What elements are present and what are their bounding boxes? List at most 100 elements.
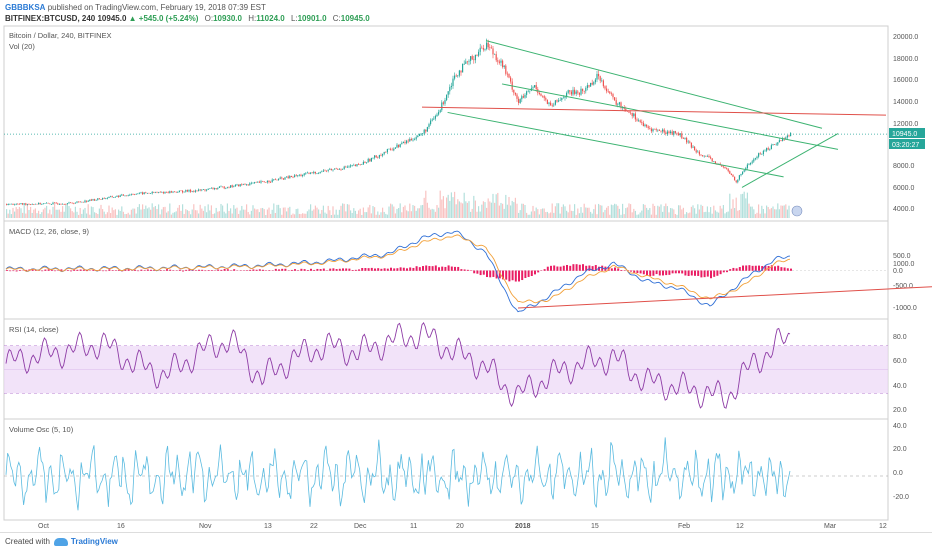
chart-marks: [4, 38, 932, 511]
candle-body: [562, 97, 564, 99]
macd-histogram-bar: [492, 270, 495, 277]
macd-tick: -500.0: [893, 283, 913, 290]
candle-body: [266, 180, 268, 183]
candle-body: [641, 121, 643, 123]
volume-bar: [673, 209, 675, 218]
volume-bar: [492, 193, 494, 218]
volume-bar: [369, 204, 371, 218]
volume-bar: [42, 209, 44, 218]
macd-histogram-bar: [50, 269, 53, 271]
macd-histogram-bar: [169, 269, 172, 271]
candle-body: [350, 165, 352, 167]
volume-bar: [534, 211, 536, 218]
volume-bar: [780, 205, 782, 218]
volume-bar: [410, 211, 412, 218]
candle-body: [231, 185, 233, 187]
volume-bar: [759, 213, 761, 218]
volume-bar: [358, 210, 360, 218]
candle-body: [198, 189, 200, 191]
volume-bar: [138, 204, 140, 218]
volume-bar: [217, 211, 219, 218]
candle-body: [481, 47, 483, 49]
candle-body: [732, 175, 734, 177]
candle-body: [17, 203, 19, 205]
candle-body: [343, 166, 345, 169]
macd-histogram-bar: [66, 270, 69, 271]
macd-histogram-bar: [15, 270, 18, 272]
volume-bar: [12, 207, 14, 218]
tradingview-logo[interactable]: TradingView: [53, 537, 118, 546]
macd-histogram-bar: [329, 268, 332, 271]
candle-body: [110, 196, 112, 197]
macd-histogram-bar: [105, 270, 108, 272]
macd-histogram-bar: [313, 269, 316, 271]
candle-body: [388, 148, 390, 150]
candle-body: [486, 42, 488, 49]
candle-body: [724, 166, 726, 168]
candle-body: [466, 61, 468, 63]
macd-histogram-bar: [489, 270, 492, 278]
macd-histogram-bar: [668, 270, 671, 275]
volume-bar: [314, 205, 316, 218]
volume-bar: [751, 206, 753, 218]
candle-body: [559, 99, 561, 101]
flag-icon: [791, 205, 803, 217]
candle-body: [503, 65, 505, 68]
candle-body: [295, 175, 297, 177]
candle-body: [564, 96, 566, 98]
candle-body: [753, 159, 755, 162]
candle-body: [474, 54, 476, 61]
candle-body: [522, 96, 524, 98]
macd-histogram-bar: [729, 269, 732, 271]
macd-histogram-bar: [502, 270, 504, 280]
volume-bar: [622, 203, 624, 218]
volume-bar: [249, 214, 251, 218]
volume-bar: [327, 205, 329, 218]
volume-bar: [337, 214, 339, 218]
candle-body: [242, 184, 244, 186]
candle-body: [527, 90, 529, 92]
candle-body: [329, 168, 331, 170]
candle-body: [166, 191, 168, 193]
volume-bar: [324, 212, 326, 218]
candle-body: [420, 133, 422, 135]
author-link[interactable]: GBBBKSA: [5, 3, 46, 12]
volume-bar: [132, 208, 134, 218]
volume-bar: [71, 211, 73, 218]
candle-body: [638, 120, 640, 122]
volume-bar: [303, 213, 305, 218]
rsi-y-axis: 80.0 60.0 40.0 20.0: [893, 334, 907, 414]
volume-bar: [591, 213, 593, 218]
volume-bar: [308, 209, 310, 218]
macd-histogram-bar: [354, 269, 357, 271]
candle-body: [244, 184, 246, 186]
candle-body: [81, 201, 83, 203]
macd-histogram-bar: [476, 270, 479, 274]
candle-body: [550, 102, 552, 106]
candle-body: [316, 173, 318, 174]
volume-bar: [761, 205, 763, 218]
volume-bar: [412, 205, 414, 218]
candle-body: [382, 153, 384, 156]
macd-histogram-bar: [188, 269, 191, 271]
volume-bar: [121, 206, 123, 218]
volume-bar: [522, 203, 524, 218]
candle-body: [756, 156, 758, 159]
candle-body: [182, 190, 184, 193]
candle-body: [772, 144, 774, 146]
candle-body: [758, 153, 760, 157]
candle-body: [705, 155, 707, 157]
volume-bar: [606, 207, 608, 218]
candle-body: [610, 93, 612, 95]
high-label: H:: [248, 14, 257, 23]
volume-bar: [134, 208, 136, 218]
candle-body: [649, 128, 651, 129]
volume-bar: [580, 207, 582, 218]
candle-body: [687, 141, 689, 143]
volume-bar: [292, 213, 294, 218]
candle-body: [23, 203, 25, 205]
volume-bar: [684, 214, 686, 218]
volume-bar: [570, 210, 572, 218]
candle-body: [673, 131, 675, 135]
